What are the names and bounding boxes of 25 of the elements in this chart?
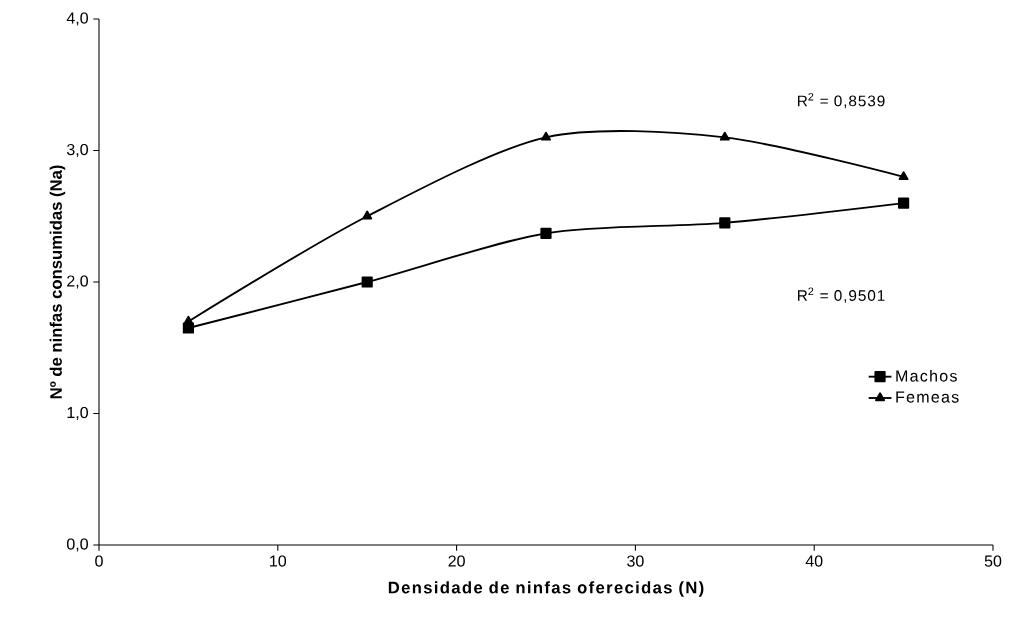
x-tick-label: 20 [448, 555, 465, 567]
point [541, 131, 551, 141]
annotation: R$^{2}$ = 0,9501 [798, 287, 885, 303]
x-tick-label: 40 [805, 555, 823, 567]
annotation: R$^{2}$ = 0,8539 [798, 92, 885, 109]
y-tick-label: 3,0 [66, 143, 88, 158]
x-tick-label: 50 [984, 555, 1002, 567]
y-axis-title: Nº de ninfas consumidas (Na) [49, 165, 66, 399]
legend-label: Femeas [896, 391, 959, 403]
point [361, 276, 373, 288]
x-tick-label: 10 [270, 555, 287, 567]
y-tick-label: 0,0 [66, 538, 88, 552]
y-tick-label: 4,0 [66, 12, 88, 26]
y-tick-label: 2,0 [67, 275, 88, 289]
y-tick-label: 1,0 [67, 406, 88, 421]
point [719, 217, 731, 229]
point [719, 131, 730, 141]
x-tick-label: 0 [95, 555, 103, 567]
x-axis-title: Densidade de ninfas oferecidas (N) [388, 581, 704, 597]
point [540, 227, 552, 239]
x-tick-label: 30 [627, 555, 644, 567]
point [897, 197, 910, 209]
point [898, 171, 909, 181]
point [362, 210, 373, 220]
legend-label: Machos [896, 369, 957, 382]
